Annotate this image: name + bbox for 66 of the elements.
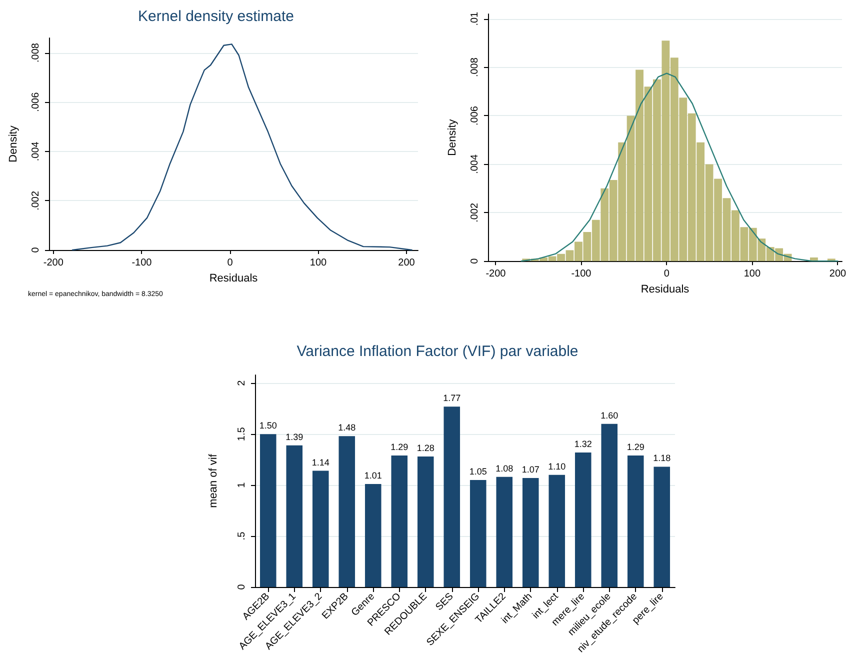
data-label: 1.29 xyxy=(390,442,408,452)
bar xyxy=(444,406,460,587)
bar xyxy=(654,466,670,587)
x-tick-label: 200 xyxy=(398,258,416,268)
bar xyxy=(391,456,408,587)
data-label: 1.29 xyxy=(626,442,644,452)
y-tick-label: .006 xyxy=(470,106,480,126)
y-tick-label: .008 xyxy=(30,42,42,63)
bar xyxy=(364,484,382,587)
bar xyxy=(286,445,303,587)
x-tick-label: 100 xyxy=(744,268,761,280)
data-label: 1.39 xyxy=(286,432,304,442)
bar xyxy=(338,436,356,587)
data-label: 1.07 xyxy=(522,464,540,474)
y-tick-label: .5 xyxy=(236,531,248,540)
x-tick-label: 0 xyxy=(227,258,234,268)
y-tick-label: .004 xyxy=(470,154,480,174)
bar xyxy=(496,476,513,587)
bar xyxy=(574,452,592,587)
x-tick-label: -200 xyxy=(486,268,506,280)
x-axis-title: Residuals xyxy=(209,272,258,284)
chart-title: Kernel density estimate xyxy=(138,8,294,25)
x-tick-label: -100 xyxy=(132,258,152,268)
y-tick-label: .008 xyxy=(470,57,480,78)
data-label: 1.08 xyxy=(496,463,514,474)
bar xyxy=(312,470,329,587)
data-label: 1.01 xyxy=(364,470,382,481)
data-label: 1.50 xyxy=(259,420,277,431)
data-label: 1.77 xyxy=(443,393,461,404)
y-tick-label: 0 xyxy=(30,246,42,253)
data-label: 1.48 xyxy=(338,422,356,433)
y-tick-label: 1.5 xyxy=(236,426,248,442)
y-tick-label: .01 xyxy=(470,11,480,26)
y-tick-label: 1 xyxy=(236,482,248,488)
line-series xyxy=(72,44,412,251)
x-tick-label: 200 xyxy=(829,268,847,280)
y-tick-label: .006 xyxy=(30,92,42,112)
y-tick-label: .004 xyxy=(30,141,42,162)
y-tick-label: 0 xyxy=(236,584,248,590)
data-label: 1.14 xyxy=(312,457,330,468)
y-tick-label: .002 xyxy=(30,190,42,210)
bar xyxy=(627,456,644,587)
data-label: 1.60 xyxy=(600,410,618,420)
bar xyxy=(601,424,618,587)
data-label: 1.10 xyxy=(548,461,566,472)
x-axis-title: Residuals xyxy=(640,284,690,296)
x-tick-label: -100 xyxy=(571,268,592,280)
data-label: 1.28 xyxy=(416,443,434,454)
bar xyxy=(260,434,276,587)
chart-title: Variance Inflation Factor (VIF) par variable xyxy=(296,343,578,360)
bar xyxy=(417,456,434,587)
y-tick-label: .002 xyxy=(470,202,480,222)
x-tick-label: 100 xyxy=(310,258,328,268)
data-label: 1.05 xyxy=(469,466,487,476)
data-label: 1.18 xyxy=(653,453,671,464)
x-tick-label: 0 xyxy=(664,268,670,280)
line-series xyxy=(520,72,838,262)
bar xyxy=(522,478,539,587)
y-axis-title: Density xyxy=(8,125,20,162)
bar xyxy=(548,474,566,587)
x-tick-label: -200 xyxy=(43,258,64,268)
bar xyxy=(470,480,486,587)
y-axis-title: mean of vif xyxy=(208,453,220,508)
data-label: 1.32 xyxy=(574,438,592,449)
y-tick-label: 2 xyxy=(236,380,248,386)
y-axis-title: Density xyxy=(446,118,458,156)
